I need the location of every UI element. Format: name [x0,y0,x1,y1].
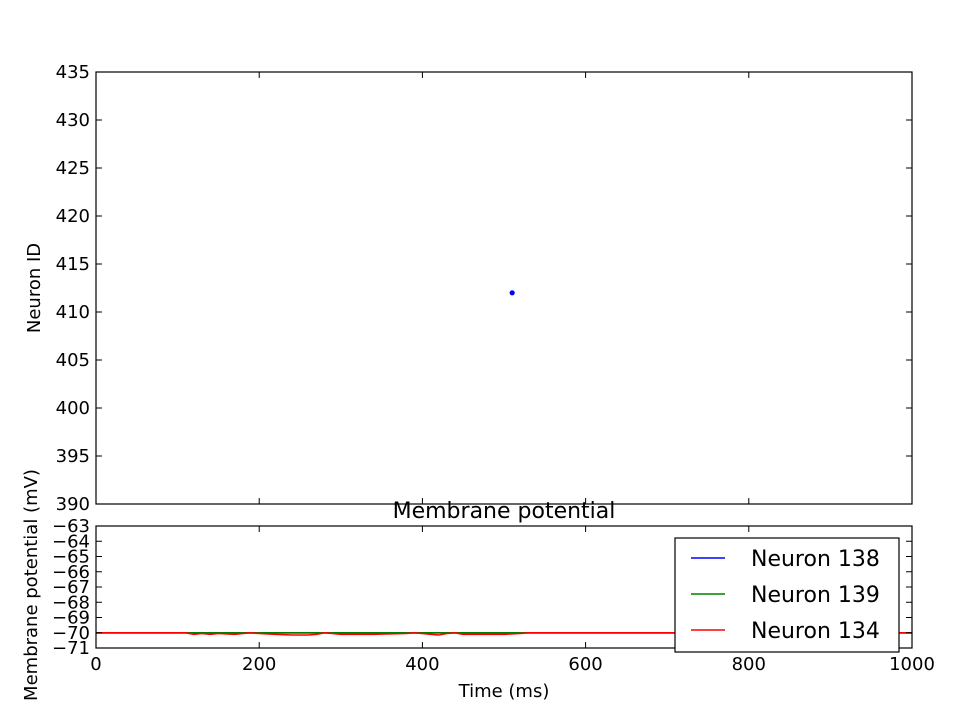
series-line [96,631,912,636]
vm-y-tick-label: −71 [52,638,90,659]
legend-label: Neuron 139 [751,583,880,608]
vm-y-tick-label: −63 [52,516,90,537]
raster-axes-frame [95,71,913,505]
membrane-potential-ticks: −71−70−69−68−67−66−65−64−63 0 200 400 600 800… [52,516,935,675]
raster-ticks: 390 395 400 405 410 415 420 425 430 435 [56,62,913,515]
vm-y-tick-label: −67 [52,577,90,598]
membrane-potential-title: Membrane potential [393,499,616,524]
membrane-potential-panel: −71−70−69−68−67−66−65−64−63 0 200 400 600 800… [21,469,935,702]
raster-y-tick-label: 410 [56,302,90,323]
raster-y-tick-label: 405 [56,350,90,371]
raster-y-tick-label: 435 [56,62,90,83]
raster-y-tick-label: 425 [56,158,90,179]
vm-y-tick-label: −64 [52,531,90,552]
vm-y-tick-label: −66 [52,562,90,583]
vm-x-tick-label: 400 [405,654,439,675]
legend-label: Neuron 138 [751,547,880,572]
vm-y-tick-label: −70 [52,623,90,644]
raster-y-tick-label: 430 [56,110,90,131]
vm-x-tick-label: 600 [568,654,602,675]
legend: Neuron 138 Neuron 139 Neuron 134 [674,537,900,653]
raster-y-axis-label: Neuron ID [24,243,45,333]
vm-x-tick-label: 1000 [889,654,935,675]
vm-x-tick-label: 200 [242,654,276,675]
vm-x-tick-label: 0 [90,654,101,675]
vm-y-tick-label: −69 [52,608,90,629]
raster-y-tick-label: 420 [56,206,90,227]
vm-y-tick-label: −68 [52,592,90,613]
membrane-potential-x-axis-label: Time (ms) [458,681,550,702]
raster-marks [509,290,515,296]
legend-box [674,537,900,653]
membrane-potential-y-axis-label: Membrane potential (mV) [21,469,42,701]
raster-y-tick-label: 400 [56,398,90,419]
spike-point [509,290,515,296]
raster-y-tick-label: 415 [56,254,90,275]
vm-y-tick-label: −65 [52,547,90,568]
legend-label: Neuron 134 [751,619,880,644]
membrane-potential-axes-frame [95,525,913,649]
raster-panel: 390 395 400 405 410 415 420 425 430 435 Neuron ID [24,62,913,515]
raster-y-tick-label: 395 [56,446,90,467]
vm-x-tick-label: 800 [732,654,766,675]
raster-y-tick-label: 390 [56,494,90,515]
